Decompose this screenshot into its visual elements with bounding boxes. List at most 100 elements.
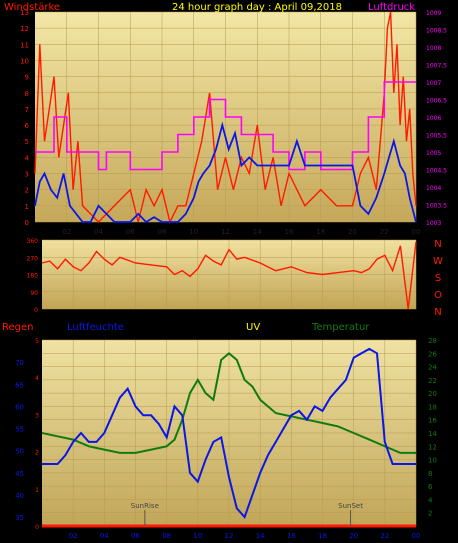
wind-tick-label: 8 [25, 90, 29, 98]
wind-tick-label: 12 [20, 25, 29, 33]
direction-tick-label: 270 [27, 255, 39, 262]
temperature-tick-label: 18 [428, 403, 437, 411]
humidity-tick-label: 60 [15, 403, 24, 411]
humidity-label: Luftfeuchte [67, 322, 124, 333]
rain-tick-label: 3 [35, 412, 39, 419]
hour-tick-label: 04 [100, 532, 109, 540]
hour-tick-label: 16 [287, 532, 296, 540]
pressure-tick-label: 1006,5 [426, 98, 447, 105]
wind-tick-label: 11 [20, 41, 29, 49]
wind-tick-label: 13 [20, 9, 29, 17]
series-humidity [42, 347, 416, 520]
sunrise-label: SunRise [131, 502, 159, 510]
temperature-tick-label: 20 [428, 390, 437, 398]
direction-tick-label: 90 [30, 290, 38, 297]
hour-tick-label: 08 [162, 532, 171, 540]
hour-tick-label: 00 [412, 532, 421, 540]
temperature-tick-label: 22 [428, 377, 437, 385]
humidity-temperature-series [41, 347, 416, 528]
compass-label: S [435, 273, 441, 284]
series-direction [41, 241, 417, 310]
pressure-tick-label: 1007,5 [426, 63, 447, 70]
series-temperature [41, 351, 416, 454]
hour-tick-label: 12 [221, 228, 230, 236]
pressure-tick-label: 1007 [426, 80, 441, 87]
pressure-label: Luftdruck [368, 2, 415, 13]
compass-label: O [434, 290, 442, 301]
pressure-tick-label: 1008,5 [426, 28, 447, 35]
temperature-tick-label: 8 [428, 470, 432, 478]
wind-label: Windstärke [4, 2, 60, 13]
hour-tick-label: 06 [131, 532, 140, 540]
temperature-tick-label: 6 [428, 483, 433, 491]
hour-tick-label: 16 [285, 228, 294, 236]
rain-tick-label: 0 [35, 524, 39, 531]
humidity-tick-label: 50 [15, 448, 24, 456]
hour-tick-label: 18 [318, 532, 327, 540]
pressure-tick-label: 1005,5 [426, 133, 447, 140]
temperature-tick-label: 28 [428, 337, 437, 345]
hour-tick-label: 22 [380, 228, 389, 236]
temperature-tick-label: 24 [428, 364, 437, 372]
hour-tick-label: 22 [380, 532, 389, 540]
sunset-label: SunSet [338, 502, 363, 510]
humidity-tick-label: 70 [15, 359, 24, 367]
wind-tick-label: 3 [25, 171, 29, 179]
rain-tick-label: 2 [35, 450, 39, 457]
hour-tick-label: 10 [189, 228, 198, 236]
direction-tick-label: 360 [27, 238, 39, 245]
hour-tick-label: 12 [225, 532, 234, 540]
humidity-tick-label: 65 [15, 381, 24, 389]
hour-tick-label: 14 [253, 228, 262, 236]
wind-tick-label: 2 [25, 187, 29, 195]
temperature-tick-label: 10 [428, 457, 437, 465]
humidity-temperature-grid [42, 339, 417, 526]
rain-label: Regen [2, 322, 34, 333]
wind-tick-label: 1 [25, 203, 29, 211]
wind-tick-label: 10 [20, 57, 29, 65]
wind-tick-label: 9 [25, 74, 29, 82]
hour-tick-label: 18 [316, 228, 325, 236]
pressure-tick-label: 1008 [426, 45, 441, 52]
wind-pressure-series [34, 11, 417, 225]
hour-tick-label: 00 [412, 228, 421, 236]
temperature-tick-label: 26 [428, 350, 437, 358]
hour-tick-label: 10 [193, 532, 202, 540]
hour-tick-label: 02 [62, 228, 71, 236]
series-gust [34, 11, 417, 225]
hour-tick-label: 20 [348, 228, 357, 236]
chart-title: 24 hour graph day : April 09,2018 [172, 2, 342, 13]
hour-tick-label: 02 [69, 532, 78, 540]
temperature-tick-label: 16 [428, 417, 437, 425]
pressure-tick-label: 1006 [426, 115, 441, 122]
humidity-tick-label: 35 [15, 514, 24, 522]
pressure-tick-label: 1004 [426, 185, 441, 192]
compass-label: N [434, 239, 441, 250]
compass-label: W [433, 256, 443, 267]
series-average [34, 121, 417, 224]
temperature-tick-label: 14 [428, 430, 437, 438]
wind-direction-grid [42, 239, 417, 310]
temperature-tick-label: 2 [428, 510, 432, 518]
humidity-tick-label: 45 [15, 470, 24, 478]
humidity-temperature-ticks: 3540455055606570012345246810121416182022… [15, 337, 437, 540]
hour-tick-label: 04 [94, 228, 103, 236]
wind-tick-label: 7 [25, 106, 29, 114]
humidity-tick-label: 40 [15, 492, 24, 500]
humidity-temperature-panel: 3540455055606570012345246810121416182022… [15, 337, 437, 540]
uv-label: UV [246, 322, 260, 333]
humidity-tick-label: 55 [15, 426, 24, 434]
rain-tick-label: 1 [35, 487, 39, 494]
wind-direction-series [41, 241, 417, 310]
wind-tick-label: 4 [25, 154, 30, 162]
pressure-tick-label: 1009 [426, 10, 441, 17]
pressure-tick-label: 1003 [426, 220, 441, 227]
wind-tick-label: 6 [25, 122, 30, 130]
temperature-label: Temperatur [311, 322, 370, 333]
series-pressure [35, 81, 416, 171]
